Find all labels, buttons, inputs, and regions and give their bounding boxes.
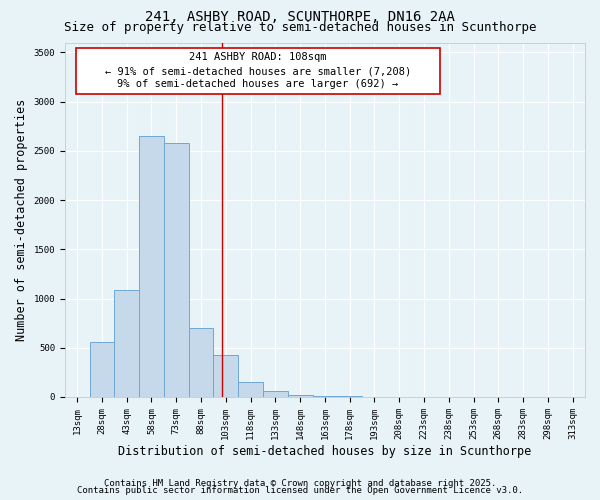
Bar: [313, 396, 337, 397]
Bar: [115, 290, 139, 397]
Y-axis label: Number of semi-detached properties: Number of semi-detached properties: [15, 98, 28, 341]
Bar: [164, 143, 188, 397]
Bar: [89, 342, 115, 397]
X-axis label: Distribution of semi-detached houses by size in Scunthorpe: Distribution of semi-detached houses by …: [118, 444, 532, 458]
Text: Size of property relative to semi-detached houses in Scunthorpe: Size of property relative to semi-detach…: [64, 22, 536, 35]
FancyBboxPatch shape: [76, 48, 440, 94]
Text: Contains HM Land Registry data © Crown copyright and database right 2025.: Contains HM Land Registry data © Crown c…: [104, 478, 496, 488]
Bar: [263, 391, 288, 397]
Bar: [139, 136, 164, 397]
Text: 9% of semi-detached houses are larger (692) →: 9% of semi-detached houses are larger (6…: [118, 78, 398, 88]
Bar: [238, 382, 263, 397]
Bar: [288, 395, 313, 397]
Text: 241, ASHBY ROAD, SCUNTHORPE, DN16 2AA: 241, ASHBY ROAD, SCUNTHORPE, DN16 2AA: [145, 10, 455, 24]
Bar: [214, 354, 238, 397]
Text: 241 ASHBY ROAD: 108sqm: 241 ASHBY ROAD: 108sqm: [189, 52, 327, 62]
Bar: [188, 328, 214, 397]
Text: ← 91% of semi-detached houses are smaller (7,208): ← 91% of semi-detached houses are smalle…: [105, 66, 411, 76]
Text: Contains public sector information licensed under the Open Government Licence v3: Contains public sector information licen…: [77, 486, 523, 495]
